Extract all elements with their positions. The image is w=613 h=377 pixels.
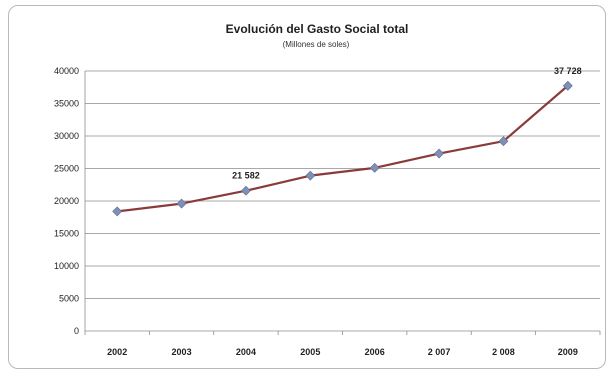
data-point (176, 198, 187, 209)
data-labels: 21 582 37 728 (232, 66, 581, 181)
series (112, 80, 573, 217)
axes (84, 71, 601, 335)
data-point (241, 185, 251, 196)
gridlines (85, 70, 600, 299)
y-tick-label: 15000 (54, 229, 79, 239)
data-point (305, 170, 316, 181)
y-tick-label: 0 (74, 326, 79, 336)
y-tick-label: 25000 (54, 164, 79, 174)
y-tick-label: 35000 (54, 99, 79, 109)
x-axis-ticks: 2002 2003 2004 2005 2006 2 007 2 008 2009 (107, 347, 578, 357)
y-tick-label: 20000 (54, 196, 79, 206)
x-tick-label: 2 008 (492, 347, 515, 357)
data-label: 21 582 (232, 171, 260, 181)
x-tick-label: 2004 (236, 347, 256, 357)
chart-title: Evolución del Gasto Social total (226, 22, 409, 36)
data-point (369, 162, 380, 173)
chart-frame (8, 5, 606, 369)
x-tick-label: 2 007 (428, 347, 451, 357)
y-tick-label: 30000 (54, 131, 79, 141)
x-tick-label: 2002 (107, 347, 127, 357)
y-tick-label: 5000 (59, 294, 79, 304)
x-tick-label: 2006 (365, 347, 385, 357)
chart-subtitle: (Millones de soles) (283, 40, 350, 49)
data-point (112, 206, 123, 217)
y-tick-label: 40000 (54, 66, 79, 76)
data-point (434, 148, 444, 159)
data-label: 37 728 (554, 66, 582, 76)
x-tick-label: 2003 (172, 347, 192, 357)
data-point (498, 136, 509, 147)
data-point (562, 80, 573, 91)
series-line (117, 84, 569, 213)
y-axis-ticks: 0 5000 10000 15000 20000 25000 30000 35000 40000 (54, 66, 79, 336)
x-tick-label: 2005 (300, 347, 320, 357)
x-tick-label: 2009 (558, 347, 578, 357)
y-tick-label: 10000 (54, 261, 79, 271)
